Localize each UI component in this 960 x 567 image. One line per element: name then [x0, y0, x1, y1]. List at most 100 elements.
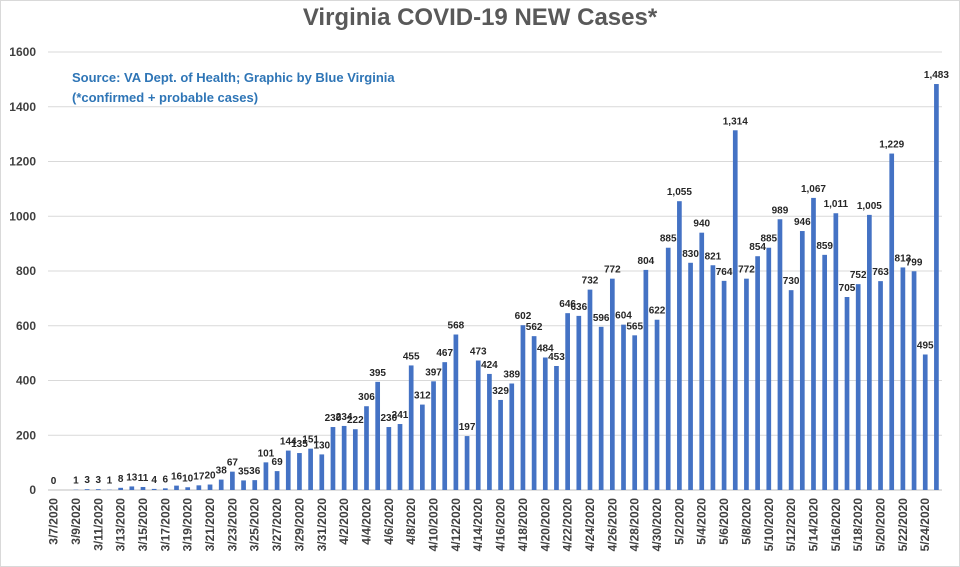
data-label: 772 [604, 265, 621, 276]
x-tick-label: 3/27/2020 [270, 498, 284, 552]
x-tick-label: 5/10/2020 [762, 498, 776, 552]
data-label: 885 [660, 234, 677, 245]
data-label: 813 [895, 253, 912, 264]
source-line: Source: VA Dept. of Health; Graphic by B… [72, 70, 395, 85]
x-tick-label: 3/7/2020 [47, 498, 61, 545]
x-tick-label: 4/28/2020 [628, 498, 642, 552]
bar [855, 284, 861, 490]
source-annotation: Source: VA Dept. of Health; Graphic by B… [72, 68, 395, 108]
bar [867, 214, 872, 490]
data-label: 389 [503, 370, 520, 381]
x-tick-label: 5/18/2020 [851, 498, 865, 552]
data-label: 222 [347, 415, 364, 426]
x-tick-label: 3/23/2020 [225, 498, 239, 552]
bar [487, 373, 492, 490]
data-label: 1,011 [824, 199, 849, 210]
data-label: 799 [906, 257, 923, 268]
x-tick-label: 4/16/2020 [494, 498, 508, 552]
bar [922, 354, 928, 490]
data-label: 36 [249, 466, 261, 477]
bar [498, 399, 503, 490]
bar [274, 471, 280, 490]
data-label: 11 [138, 473, 149, 484]
data-label: 453 [548, 352, 565, 363]
x-tick-label: 3/21/2020 [203, 498, 217, 552]
data-label: 763 [872, 267, 889, 278]
data-label: 730 [783, 276, 800, 287]
bar [263, 462, 269, 490]
bar [118, 487, 123, 490]
bar [621, 324, 626, 490]
data-label: 804 [638, 256, 655, 267]
x-tick-label: 4/30/2020 [650, 498, 664, 552]
data-label: 705 [839, 283, 856, 294]
bar [665, 247, 671, 490]
data-label: 885 [760, 234, 777, 245]
data-label: 830 [682, 249, 699, 260]
bar [330, 427, 336, 490]
x-tick-label: 3/11/2020 [91, 498, 105, 551]
data-label: 636 [570, 302, 587, 313]
x-tick-label: 4/12/2020 [449, 498, 463, 552]
bar [230, 471, 235, 490]
y-axis-tick-labels: 0 200 400 600 800 1000 1200 1400 1600 [9, 45, 36, 497]
bar [542, 357, 548, 490]
data-label: 1 [73, 476, 79, 487]
cases-note-line: (*confirmed + probable cases) [72, 90, 259, 105]
bar [911, 271, 917, 490]
data-label: 69 [272, 457, 284, 468]
y-tick-label: 400 [16, 374, 36, 388]
data-label: 473 [470, 347, 487, 358]
y-tick-label: 1200 [9, 155, 36, 169]
data-label: 424 [481, 360, 498, 371]
bar [755, 256, 760, 490]
data-label: 646 [559, 299, 576, 310]
bar [319, 454, 325, 490]
x-tick-label: 4/2/2020 [337, 498, 351, 545]
data-label: 8 [118, 474, 124, 485]
bar [241, 480, 246, 490]
x-tick-label: 5/20/2020 [874, 498, 888, 552]
chart-title: Virginia COVID-19 NEW Cases* [302, 4, 658, 31]
data-label: 1,055 [667, 187, 692, 198]
data-label: 604 [615, 311, 632, 322]
data-label: 13 [126, 472, 138, 483]
data-label: 234 [336, 412, 353, 423]
data-label: 6 [163, 474, 169, 485]
data-label: 602 [515, 311, 532, 322]
x-tick-label: 5/4/2020 [695, 498, 709, 545]
bar [576, 315, 582, 490]
bar [777, 219, 783, 491]
data-label: 67 [227, 458, 239, 469]
x-tick-label: 4/22/2020 [561, 498, 575, 552]
x-tick-label: 3/13/2020 [114, 498, 128, 552]
x-tick-label: 3/17/2020 [158, 498, 172, 552]
data-label: 20 [204, 471, 216, 482]
data-label: 151 [302, 435, 319, 446]
x-tick-label: 4/10/2020 [427, 498, 441, 552]
bar [699, 232, 705, 491]
x-tick-label: 3/19/2020 [181, 498, 195, 552]
bar [297, 453, 302, 490]
x-tick-label: 3/9/2020 [69, 498, 83, 545]
x-tick-label: 4/4/2020 [359, 498, 373, 545]
data-label: 144 [280, 437, 297, 448]
data-label: 135 [291, 439, 308, 450]
x-tick-label: 4/24/2020 [583, 498, 597, 552]
x-tick-label: 3/29/2020 [292, 498, 306, 552]
x-tick-label: 5/14/2020 [806, 498, 820, 552]
x-tick-label: 5/2/2020 [672, 498, 686, 545]
data-label: 3 [84, 475, 90, 486]
bar [509, 383, 515, 490]
x-tick-label: 5/24/2020 [918, 498, 932, 552]
bar [632, 335, 638, 490]
bar [520, 325, 526, 490]
bar [174, 485, 179, 490]
bar [352, 429, 358, 490]
bar [151, 488, 157, 490]
bar [431, 381, 436, 490]
bar [565, 313, 570, 490]
data-label: 312 [414, 391, 431, 402]
bar [207, 484, 213, 490]
bar [196, 485, 202, 490]
